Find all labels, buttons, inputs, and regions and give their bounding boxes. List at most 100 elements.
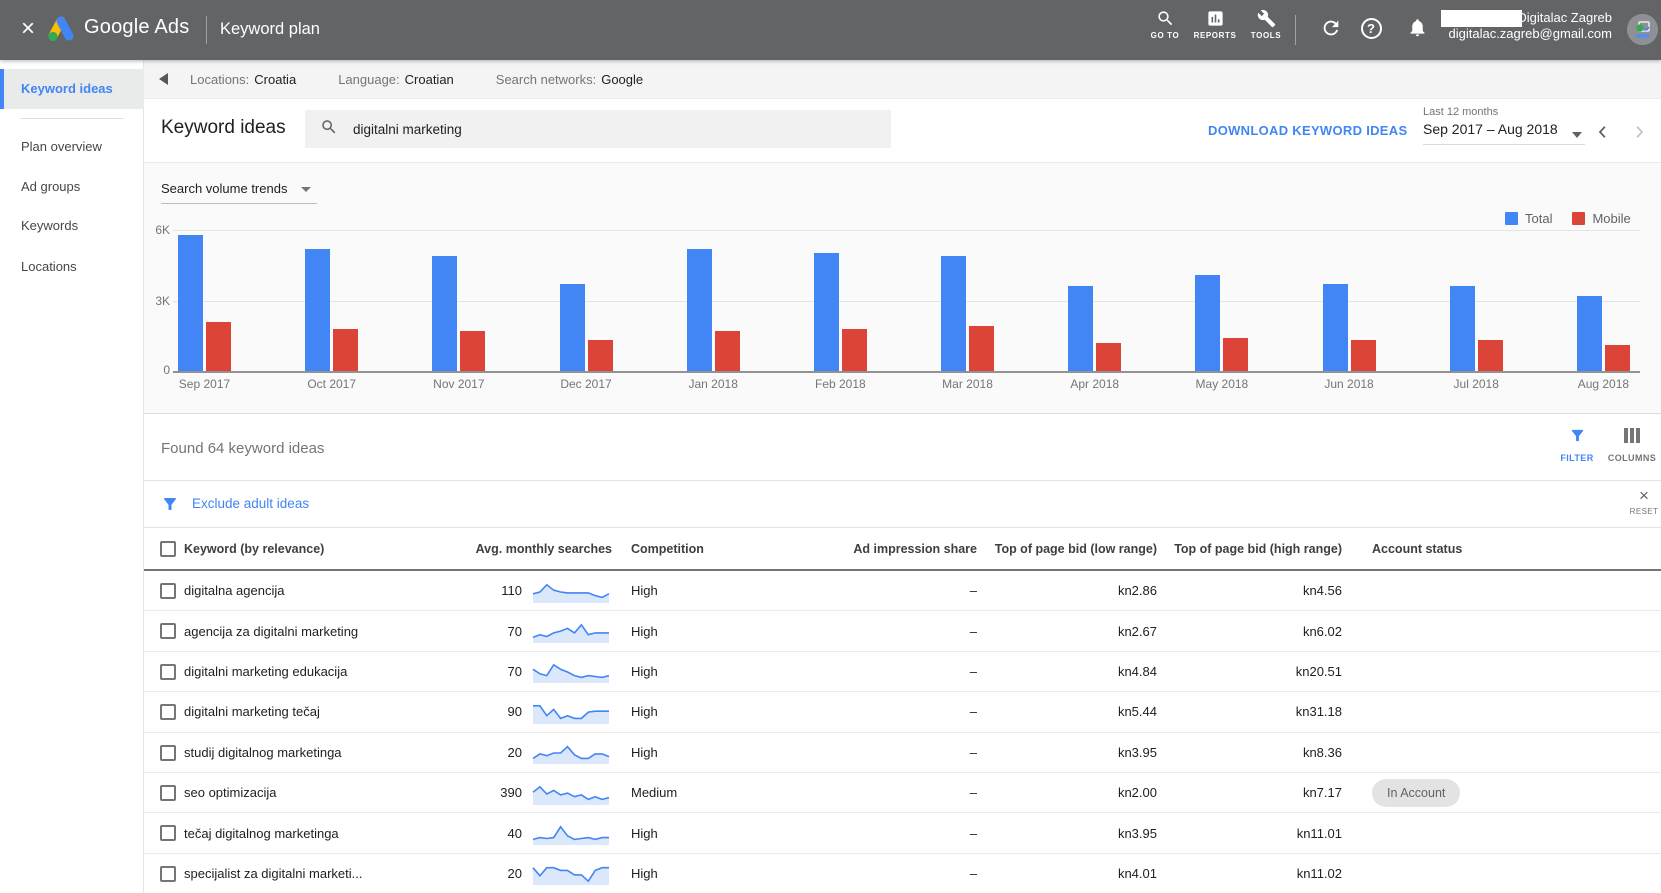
y-axis-tick: 0: [144, 363, 170, 377]
row-checkbox[interactable]: [160, 745, 176, 761]
collapse-back-icon[interactable]: [159, 73, 168, 85]
row-checkbox[interactable]: [160, 623, 176, 639]
go-to-button[interactable]: GO TO: [1137, 9, 1193, 54]
bar-mobile: [1478, 340, 1503, 371]
bar-mobile: [333, 329, 358, 371]
bars-row: Sep 2017Oct 2017Nov 2017Dec 2017Jan 2018…: [178, 230, 1630, 371]
next-period-button[interactable]: [1630, 123, 1650, 143]
competition-cell: High: [627, 704, 840, 719]
close-icon: ×: [1625, 487, 1661, 505]
bar-total: [305, 249, 330, 371]
row-checkbox[interactable]: [160, 825, 176, 841]
keyword-search-box[interactable]: [305, 110, 891, 148]
avg-searches-cell: 20: [380, 745, 532, 760]
row-checkbox[interactable]: [160, 583, 176, 599]
bar-total: [814, 253, 839, 371]
previous-period-button[interactable]: [1594, 123, 1614, 143]
x-axis-label: May 2018: [1196, 377, 1249, 391]
header-bid-low[interactable]: Top of page bid (low range): [987, 542, 1167, 556]
chevron-down-icon[interactable]: [1572, 132, 1582, 138]
columns-button[interactable]: COLUMNS: [1603, 427, 1661, 463]
search-input[interactable]: [353, 122, 833, 137]
notifications-button[interactable]: [1404, 17, 1430, 43]
x-axis-label: Jan 2018: [688, 377, 737, 391]
keyword-cell: tečaj digitalnog marketinga: [184, 826, 380, 841]
setting-language[interactable]: Language:Croatian: [338, 72, 454, 87]
row-checkbox[interactable]: [160, 664, 176, 680]
active-filters-bar: Exclude adult ideas × RESET: [144, 481, 1661, 528]
account-email: digitalac.zagreb@gmail.com: [1449, 26, 1613, 41]
sidebar-divider: [20, 118, 124, 119]
bid-low-cell: kn2.86: [987, 583, 1167, 598]
keyword-cell: studij digitalnog marketinga: [184, 745, 380, 760]
trend-sparkline: [532, 820, 627, 846]
help-button[interactable]: ?: [1358, 17, 1384, 43]
bar-total: [1068, 286, 1093, 371]
sidebar-item-keywords[interactable]: Keywords: [0, 209, 144, 243]
sidebar-item-ad-groups[interactable]: Ad groups: [0, 170, 144, 204]
header-bid-high[interactable]: Top of page bid (high range): [1167, 542, 1352, 556]
date-range-selector[interactable]: Last 12 months Sep 2017 – Aug 2018: [1423, 106, 1585, 145]
refresh-button[interactable]: [1318, 17, 1344, 43]
bid-high-cell: kn20.51: [1167, 664, 1352, 679]
filter-icon: [1569, 431, 1586, 448]
competition-cell: High: [627, 745, 840, 760]
chart-type-dropdown[interactable]: Search volume trends: [161, 181, 317, 204]
keyword-ideas-toolbar: Keyword ideas DOWNLOAD KEYWORD IDEAS Las…: [144, 99, 1661, 162]
bar-total: [432, 256, 457, 371]
bid-high-cell: kn7.17: [1167, 785, 1352, 800]
x-axis-label: Mar 2018: [942, 377, 993, 391]
sidebar-item-plan-overview[interactable]: Plan overview: [0, 130, 144, 164]
table-row: digitalni marketing tečaj90High–kn5.44kn…: [144, 692, 1661, 732]
bar-total: [1450, 286, 1475, 371]
setting-search-networks[interactable]: Search networks:Google: [496, 72, 643, 87]
bid-low-cell: kn4.01: [987, 866, 1167, 881]
row-checkbox[interactable]: [160, 866, 176, 882]
bar-total: [178, 235, 203, 371]
exclude-adult-ideas-filter[interactable]: Exclude adult ideas: [192, 496, 309, 511]
header-ad-impression-share[interactable]: Ad impression share: [840, 542, 987, 556]
bid-low-cell: kn4.84: [987, 664, 1167, 679]
reports-button[interactable]: REPORTS: [1187, 9, 1243, 54]
y-axis-tick: 3K: [144, 294, 170, 308]
x-axis-label: Feb 2018: [815, 377, 866, 391]
reset-button[interactable]: × RESET: [1625, 487, 1661, 516]
avg-searches-cell: 70: [380, 624, 532, 639]
close-button[interactable]: ×: [14, 15, 42, 43]
x-axis-label: Jun 2018: [1324, 377, 1373, 391]
filter-icon: [161, 495, 179, 518]
bar-mobile: [1351, 340, 1376, 371]
header-avg-monthly-searches[interactable]: Avg. monthly searches: [380, 542, 627, 556]
sidebar-item-keyword-ideas[interactable]: Keyword ideas: [0, 69, 144, 109]
header-account-status[interactable]: Account status: [1352, 542, 1661, 556]
legend-total[interactable]: Total: [1505, 211, 1552, 226]
avatar[interactable]: [1627, 14, 1658, 45]
filter-button[interactable]: FILTER: [1548, 427, 1606, 463]
bar-total: [687, 249, 712, 371]
table-row: digitalna agencija110High–kn2.86kn4.56: [144, 571, 1661, 611]
setting-value: Google: [601, 72, 643, 87]
download-keyword-ideas-button[interactable]: DOWNLOAD KEYWORD IDEAS: [1208, 123, 1407, 138]
tools-button[interactable]: TOOLS: [1238, 9, 1294, 54]
select-all-checkbox[interactable]: [160, 541, 176, 557]
total-swatch-icon: [1505, 212, 1518, 225]
bar-total: [1577, 296, 1602, 371]
header-competition[interactable]: Competition: [627, 542, 840, 556]
bar-group: Feb 2018: [814, 230, 867, 371]
ad-impression-share-cell: –: [840, 583, 987, 598]
bar-group: Jun 2018: [1323, 230, 1376, 371]
header-keyword[interactable]: Keyword (by relevance): [184, 542, 380, 556]
sidebar-item-locations[interactable]: Locations: [0, 250, 144, 284]
bar-group: Dec 2017: [560, 230, 613, 371]
x-axis-label: Aug 2018: [1578, 377, 1629, 391]
trend-sparkline: [532, 739, 627, 765]
bar-mobile: [842, 329, 867, 371]
trend-sparkline: [532, 578, 627, 604]
header-divider: [1295, 15, 1296, 45]
bar-mobile: [1605, 345, 1630, 371]
row-checkbox[interactable]: [160, 704, 176, 720]
row-checkbox[interactable]: [160, 785, 176, 801]
trend-sparkline: [532, 658, 627, 684]
setting-locations[interactable]: Locations:Croatia: [190, 72, 296, 87]
legend-mobile[interactable]: Mobile: [1572, 211, 1630, 226]
